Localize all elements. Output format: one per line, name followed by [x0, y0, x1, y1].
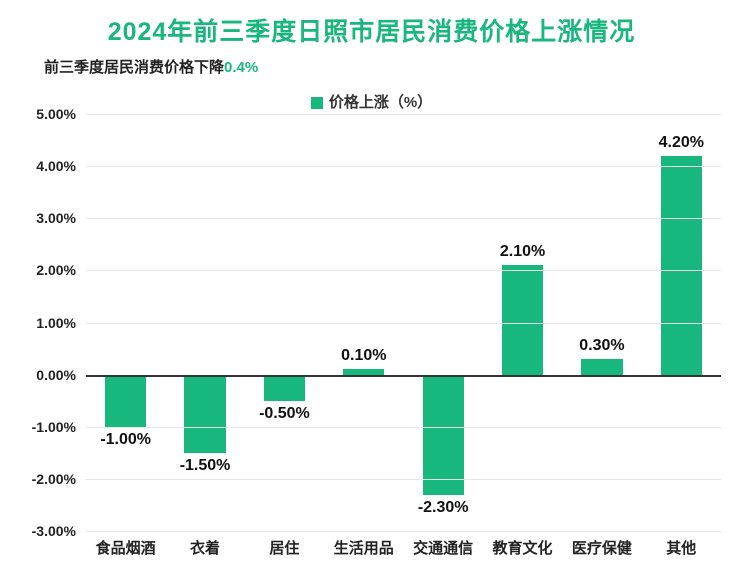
y-tick-label: 0.00%	[36, 367, 86, 383]
bar-value-label: -1.50%	[145, 457, 265, 475]
subtitle-highlight: 0.4%	[224, 59, 258, 76]
chart-legend: 价格上涨（%）	[0, 77, 743, 112]
gridline	[86, 323, 721, 324]
chart-subtitle: 前三季度居民消费价格下降0.4%	[0, 48, 743, 77]
y-tick-label: 5.00%	[36, 106, 86, 122]
gridline	[86, 270, 721, 271]
bar: -2.30%	[423, 375, 464, 495]
zero-axis	[86, 375, 721, 377]
bar: -1.00%	[105, 375, 146, 427]
plot-area: -1.00%-1.50%-0.50%0.10%-2.30%2.10%0.30%4…	[86, 114, 721, 531]
x-tick-label: 食品烟酒	[96, 537, 156, 558]
x-tick-label: 衣着	[190, 537, 220, 558]
y-tick-label: 2.00%	[36, 262, 86, 278]
x-tick-label: 其他	[666, 537, 696, 558]
bar-value-label: 0.10%	[304, 347, 424, 365]
bar: -1.50%	[184, 375, 225, 453]
y-tick-label: 3.00%	[36, 210, 86, 226]
gridline	[86, 479, 721, 480]
legend-swatch	[311, 97, 323, 109]
y-tick-label: 4.00%	[36, 158, 86, 174]
legend-label: 价格上涨（%）	[329, 94, 432, 111]
y-tick-label: 1.00%	[36, 315, 86, 331]
bar-value-label: -0.50%	[224, 405, 344, 423]
bar: 2.10%	[502, 265, 543, 374]
bar-value-label: 0.30%	[542, 337, 662, 355]
x-tick-label: 交通通信	[413, 537, 473, 558]
x-tick-label: 教育文化	[493, 537, 553, 558]
x-tick-label: 居住	[269, 537, 299, 558]
bar: -0.50%	[264, 375, 305, 401]
bar-value-label: 4.20%	[621, 134, 741, 152]
x-tick-label: 医疗保健	[572, 537, 632, 558]
y-tick-label: -2.00%	[32, 471, 86, 487]
chart-container: 2024年前三季度日照市居民消费价格上涨情况 前三季度居民消费价格下降0.4% …	[0, 0, 743, 585]
gridline	[86, 427, 721, 428]
bar: 4.20%	[661, 156, 702, 375]
bar-value-label: 2.10%	[463, 243, 583, 261]
chart-title: 2024年前三季度日照市居民消费价格上涨情况	[0, 0, 743, 48]
y-tick-label: -1.00%	[32, 419, 86, 435]
gridline	[86, 166, 721, 167]
gridline	[86, 531, 721, 532]
bar: 0.30%	[581, 359, 622, 375]
x-tick-label: 生活用品	[334, 537, 394, 558]
subtitle-prefix: 前三季度居民消费价格下降	[44, 59, 224, 76]
bar-value-label: -2.30%	[383, 499, 503, 517]
y-tick-label: -3.00%	[32, 523, 86, 539]
gridline	[86, 218, 721, 219]
gridline	[86, 114, 721, 115]
x-axis-labels: 食品烟酒 衣着 居住 生活用品交通通信教育文化医疗保健 其他	[86, 537, 721, 567]
